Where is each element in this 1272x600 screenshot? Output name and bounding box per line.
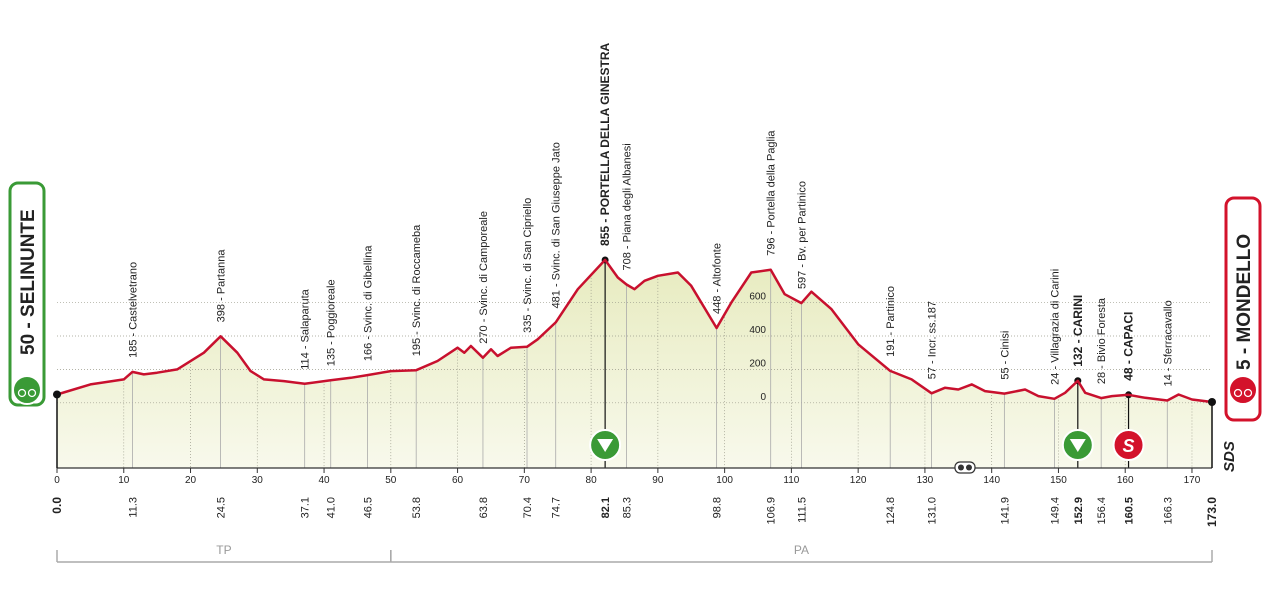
waypoint-km: 70.4 <box>522 497 534 518</box>
x-tick-label: 20 <box>185 475 197 486</box>
waypoint-label: 132 - CARINI <box>1071 295 1085 367</box>
y-tick-label: 200 <box>749 358 766 369</box>
waypoint-km: 131.0 <box>927 497 939 525</box>
waypoint-km: 124.8 <box>885 497 897 525</box>
finish-icon-wheel <box>1233 388 1243 398</box>
x-tick-label: 40 <box>318 475 330 486</box>
waypoint-km: 46.5 <box>362 497 374 518</box>
waypoint-km: 37.1 <box>300 497 312 518</box>
region-label: TP <box>216 543 231 557</box>
finish-km: 173.0 <box>1205 497 1219 527</box>
waypoint-km: 152.9 <box>1073 497 1085 525</box>
waypoint-label: 28 - Bivio Foresta <box>1096 297 1108 384</box>
waypoint-km: 149.4 <box>1049 497 1061 525</box>
start-icon-wheel <box>27 388 37 398</box>
waypoint-km: 11.3 <box>127 497 139 518</box>
start-label: 50 - SELINUNTE <box>18 209 39 355</box>
waypoint-label: 270 - Svinc. di Camporeale <box>478 211 490 344</box>
waypoint-label: 24 - Villagrazia di Carini <box>1049 269 1061 385</box>
y-tick-label: 0 <box>760 392 766 403</box>
y-tick-label: 400 <box>749 325 766 336</box>
profile-line <box>56 258 1213 404</box>
waypoint-km: 74.7 <box>551 497 563 518</box>
x-tick-label: 70 <box>519 475 531 486</box>
x-tick-label: 160 <box>1117 475 1134 486</box>
waypoint-label: 191 - Partinico <box>885 286 897 357</box>
x-tick-label: 100 <box>716 475 733 486</box>
finish-dot <box>1208 397 1216 406</box>
waypoint-km: 85.3 <box>621 497 633 518</box>
y-tick-label: 600 <box>749 292 766 303</box>
x-tick-label: 0 <box>54 475 60 486</box>
waypoint-label: 48 - CAPACI <box>1122 312 1136 381</box>
climb-triangle <box>1069 439 1086 452</box>
finish-icon-wheel <box>1243 388 1253 398</box>
sprint-label: S <box>1123 436 1135 456</box>
x-tick-label: 80 <box>586 475 598 486</box>
waypoint-km: 166.3 <box>1162 497 1174 525</box>
waypoint-label: 398 - Partanna <box>216 249 228 323</box>
waypoint-km: 53.8 <box>411 497 423 518</box>
waypoint-label: 335 - Svinc. di San Cipriello <box>522 198 534 333</box>
waypoint-label: 597 - Bv. per Partinico <box>796 181 808 289</box>
x-tick-label: 60 <box>452 475 464 486</box>
waypoint-label: 195 - Svinc. di Roccameba <box>411 224 423 356</box>
waypoint-label: 185 - Castelvetrano <box>127 262 139 358</box>
waypoint-label: 855 - PORTELLA DELLA GINESTRA <box>598 42 612 245</box>
waypoint-label: 481 - Svinc. di San Giuseppe Jato <box>551 142 563 308</box>
start-km: 0.0 <box>50 497 64 514</box>
x-tick-label: 30 <box>252 475 264 486</box>
waypoint-label: 708 - Piana degli Albanesi <box>621 143 633 270</box>
waypoint-label: 135 - Poggioreale <box>326 279 338 366</box>
x-tick-label: 90 <box>652 475 664 486</box>
waypoint-label: 114 - Salaparuta <box>300 288 312 369</box>
waypoint-km: 106.9 <box>766 497 778 525</box>
feed-icon <box>965 464 972 471</box>
feed-icon <box>957 464 964 471</box>
waypoint-label: 448 - Altofonte <box>712 243 724 314</box>
waypoint-km: 141.9 <box>999 497 1011 525</box>
waypoint-label: 166 - Svinc. di Gibellina <box>362 245 374 361</box>
finish-label: 5 - MONDELLO <box>1234 234 1255 370</box>
finish-box <box>1224 196 1262 422</box>
waypoint-km: 111.5 <box>796 497 808 523</box>
x-tick-label: 50 <box>385 475 397 486</box>
waypoint-km: 98.8 <box>712 497 724 518</box>
x-tick-label: 170 <box>1184 475 1201 486</box>
waypoint-label: 796 - Portella della Paglia <box>766 130 778 256</box>
waypoint-km: 63.8 <box>478 497 490 518</box>
logo: SDS <box>1221 441 1238 472</box>
finish-icon <box>1228 375 1258 405</box>
waypoint-label: 55 - Cinisi <box>999 331 1011 380</box>
waypoint-km: 156.4 <box>1096 497 1108 525</box>
waypoint-km: 82.1 <box>600 497 612 518</box>
x-tick-label: 140 <box>983 475 1000 486</box>
start-dot <box>53 390 61 399</box>
waypoint-km: 41.0 <box>326 497 338 518</box>
x-tick-label: 10 <box>118 475 130 486</box>
x-tick-label: 110 <box>783 475 799 486</box>
profile-area <box>57 259 1212 468</box>
climb-triangle <box>597 439 614 452</box>
x-tick-label: 130 <box>917 475 934 486</box>
start-icon-wheel <box>17 388 27 398</box>
sprint-marker <box>1112 429 1145 461</box>
start-icon <box>12 375 42 405</box>
waypoint-km: 24.5 <box>216 497 228 518</box>
region-label: PA <box>794 543 809 557</box>
waypoint-label: 57 - Incr. ss.187 <box>927 301 939 379</box>
waypoint-km: 160.5 <box>1124 497 1136 525</box>
waypoint-label: 14 - Sferracavallo <box>1162 300 1174 386</box>
x-tick-label: 150 <box>1050 475 1067 486</box>
x-tick-label: 120 <box>850 475 867 486</box>
